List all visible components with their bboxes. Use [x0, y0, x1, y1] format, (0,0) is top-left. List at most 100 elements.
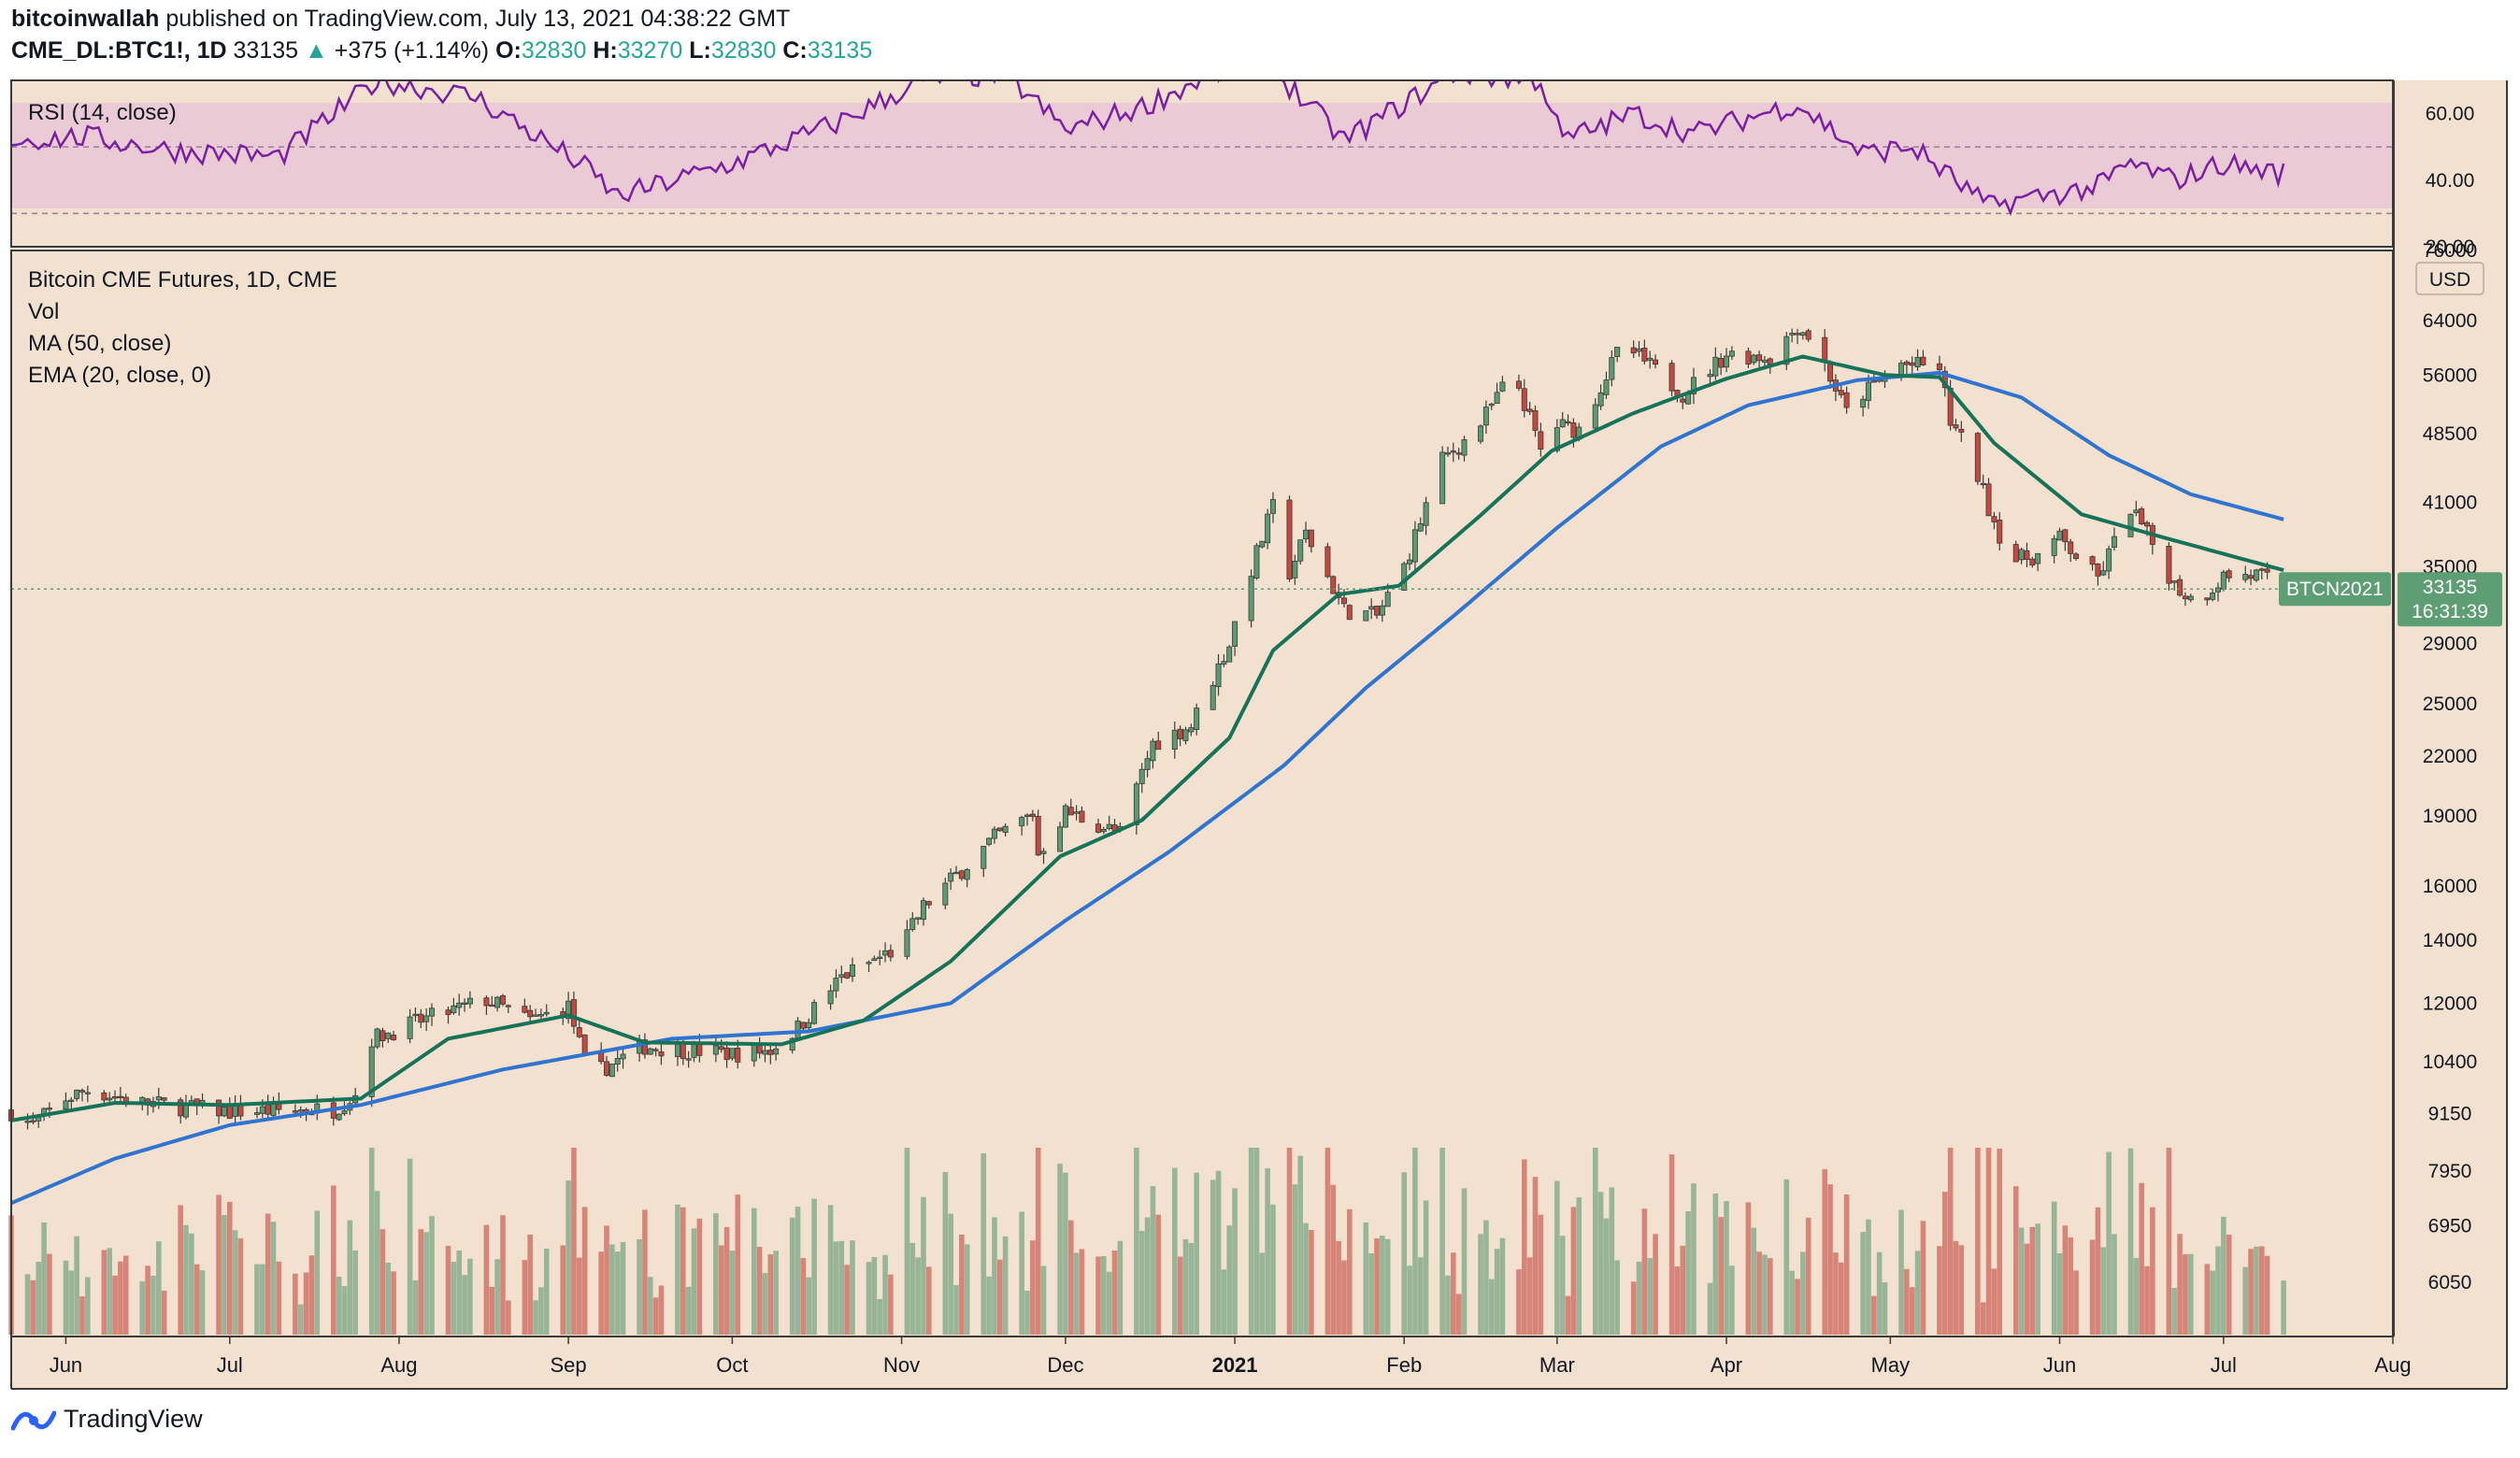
volume-bar	[385, 1262, 392, 1335]
candle-body	[391, 1035, 397, 1041]
candle-body	[1303, 529, 1310, 540]
volume-bar	[1253, 1148, 1260, 1335]
candle-body	[1482, 407, 1489, 426]
candle-body	[566, 1000, 572, 1020]
volume-bar	[1756, 1251, 1762, 1335]
candle-body	[996, 827, 1003, 832]
volume-bar	[658, 1285, 665, 1335]
candle-body	[674, 1043, 680, 1057]
volume-bar	[800, 1258, 807, 1335]
volume-bar	[1751, 1227, 1757, 1335]
candle-body	[1095, 823, 1101, 833]
volume-bar	[1783, 1179, 1790, 1335]
candle-body	[827, 990, 834, 1005]
volume-bar	[1057, 1164, 1063, 1335]
volume-bar	[1494, 1249, 1500, 1335]
volume-bar	[1101, 1256, 1107, 1335]
time-tick-label: Feb	[1386, 1353, 1422, 1377]
chart-canvas[interactable]: 60.00 40.00 20.00 76000 64000 56000 48500 4100…	[0, 0, 2520, 1402]
currency-box[interactable]	[2415, 262, 2484, 295]
volume-bar	[1882, 1281, 1888, 1335]
candle-body	[505, 1005, 511, 1008]
candle-body	[647, 1048, 653, 1055]
candle-body	[1565, 421, 1571, 424]
symbol-name[interactable]: CME_DL:BTC1!, 1D	[11, 37, 227, 64]
volume-bar	[2281, 1280, 2286, 1335]
volume-bar	[418, 1229, 424, 1335]
volume-bar	[1095, 1256, 1101, 1335]
candle-body	[1019, 817, 1025, 827]
last-price-tag-value: 33135	[2423, 577, 2477, 598]
candle-body	[789, 1037, 795, 1051]
symbol-tag	[2279, 572, 2391, 607]
candle-body	[800, 1022, 807, 1029]
candle-body	[1150, 740, 1156, 762]
volume-bar	[1412, 1148, 1418, 1335]
candle-body	[1411, 529, 1418, 563]
candle-body	[2133, 509, 2140, 514]
volume-bar	[265, 1213, 271, 1335]
candle-body	[1182, 729, 1189, 741]
legend-vol[interactable]: Vol	[28, 299, 59, 324]
volume-bar	[1363, 1222, 1369, 1335]
volume-bar	[1516, 1269, 1522, 1335]
candle-body	[691, 1043, 697, 1058]
volume-bar	[2029, 1226, 2036, 1335]
candle-body	[576, 1027, 582, 1037]
rsi-axis-ticks: 60.00 40.00 20.00	[2426, 104, 2475, 258]
candle-body	[1188, 727, 1195, 733]
price-pane[interactable]	[11, 250, 2393, 1336]
legend-ma50[interactable]: MA (50, close)	[28, 331, 171, 356]
candle-body	[1761, 359, 1768, 363]
volume-bar	[581, 1207, 588, 1335]
candle-body	[2035, 552, 2041, 565]
legend-title[interactable]: Bitcoin CME Futures, 1D, CME	[28, 267, 337, 293]
low-value: 32830	[710, 37, 777, 64]
volume-bar	[2248, 1249, 2254, 1335]
candle-body	[379, 1030, 386, 1041]
close-value: 33135	[807, 37, 873, 64]
candle-body	[909, 918, 916, 930]
author-name[interactable]: bitcoinwallah	[11, 6, 160, 32]
candle-body	[2226, 570, 2232, 579]
volume-bar	[1002, 1236, 1009, 1335]
candle-body	[1870, 380, 1877, 383]
candle-body	[265, 1104, 271, 1115]
candle-body	[1985, 483, 1992, 517]
footer-brand[interactable]: TradingView	[11, 1405, 203, 1434]
volume-bar	[909, 1242, 916, 1335]
volume-bar	[1439, 1148, 1445, 1335]
volume-bar	[407, 1158, 413, 1335]
time-tick-label: Jul	[2211, 1353, 2237, 1377]
candle-body	[494, 996, 501, 1008]
legend-ema20[interactable]: EMA (20, close, 0)	[28, 363, 211, 388]
volume-bar	[1265, 1167, 1270, 1335]
candle-body	[537, 1014, 544, 1017]
volume-bar	[1040, 1265, 1047, 1335]
volume-bar	[193, 1264, 200, 1335]
candle-body	[221, 1107, 227, 1117]
candle-body	[1155, 740, 1162, 750]
candle-body	[2106, 548, 2112, 572]
volume-bar	[36, 1262, 42, 1335]
candle-body	[2144, 522, 2151, 527]
volume-bar	[1336, 1240, 1341, 1335]
candle-body	[30, 1120, 36, 1122]
volume-bar	[1800, 1251, 1806, 1335]
volume-bar	[2062, 1225, 2069, 1335]
candle-body	[1292, 561, 1298, 579]
volume-bar	[341, 1286, 348, 1335]
volume-bar	[1691, 1183, 1697, 1335]
volume-bar	[538, 1287, 544, 1335]
time-axis[interactable]	[11, 1336, 2507, 1389]
candle-body	[1221, 661, 1227, 665]
volume-bar	[2024, 1243, 2030, 1335]
candle-body	[1040, 850, 1047, 854]
candle-body	[570, 999, 577, 1027]
volume-bar	[1221, 1269, 1227, 1335]
ema20-line	[10, 354, 2284, 1122]
candle-body	[451, 1005, 457, 1013]
volume-bar	[1155, 1214, 1162, 1335]
volume-bar	[1521, 1159, 1527, 1335]
candle-body	[1728, 350, 1735, 357]
